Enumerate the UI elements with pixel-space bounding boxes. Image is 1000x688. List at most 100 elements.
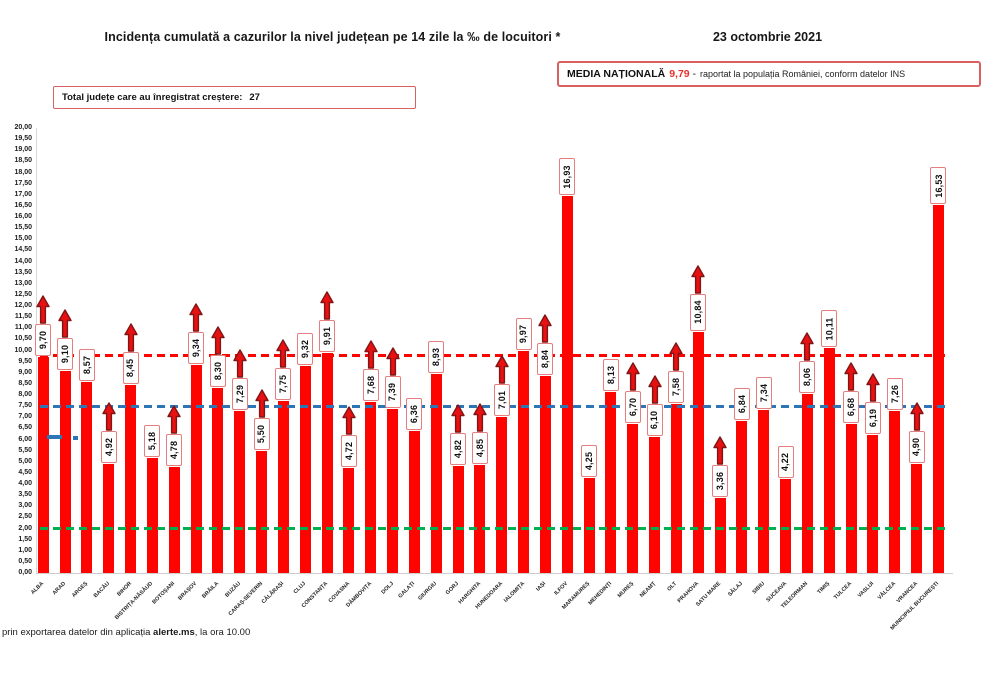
bar [692,331,704,573]
bar [845,424,857,573]
increase-arrow-icon [102,401,116,431]
national-average-box: MEDIA NAȚIONALĂ 9,79 - raportat la popul… [557,61,981,87]
bar-value-label: 8,30 [209,355,226,388]
growth-counties-box: Total județe care au înregistrat creșter… [53,86,416,109]
increase-arrow-icon [320,290,334,320]
footer-note-app-name: alerte.ms [153,627,195,638]
increase-arrow-icon [36,295,50,324]
y-axis-tick-label: 12,50 [14,290,32,298]
bar [867,435,879,573]
y-axis-tick-label: 4,00 [18,480,32,487]
bar-value-text: 7,01 [496,390,507,410]
y-axis-tick-label: 15,50 [14,224,32,232]
y-axis-tick-label: 4,50 [18,468,32,476]
bar [125,384,137,573]
bar [496,417,508,573]
bar-value-label: 7,39 [384,375,401,408]
bar-value-label: 6,19 [864,402,881,435]
y-axis-tick-label: 6,00 [18,435,32,443]
bar [605,392,617,573]
bar-value-text: 8,93 [431,348,442,367]
footer-note-prefix: prin exportarea datelor din aplicația [2,627,154,638]
x-axis-label-text: IALOMIȚA [502,580,526,604]
bar [758,409,770,573]
y-axis-tick-label: 12,00 [14,302,32,309]
bar-value-text: 7,68 [365,375,376,395]
y-axis-tick-label: 11,00 [14,324,32,332]
increase-arrow-icon [844,362,858,392]
bar-value-text: 9,70 [38,331,49,350]
increase-arrow-icon [866,373,880,402]
increase-arrow-icon [495,355,509,384]
x-axis-label-text: GALAȚI [397,580,417,600]
x-axis-label-text: BOTOȘANI [151,580,177,606]
bar [430,374,442,573]
bar-value-label: 4,90 [908,430,925,463]
bar-value-label: 4,92 [100,430,117,463]
bar [256,450,268,573]
bar-value-text: 8,30 [212,362,223,381]
bar-value-label: 7,01 [493,384,510,417]
y-axis-tick-label: 13,00 [14,279,32,287]
x-axis-label-text: CĂLĂRAȘI [261,580,286,606]
x-axis-label-text: BIHOR [115,580,133,598]
x-axis-label-text: SIBIU [751,580,766,596]
bar-value-label: 5,50 [253,417,270,450]
bar-value-label: 9,97 [515,318,532,351]
increase-arrow-icon [167,404,181,434]
increase-arrow-icon [342,406,356,435]
bar-value-text: 4,82 [453,439,464,458]
y-axis-tick-label: 3,00 [18,502,32,510]
bar [146,457,158,573]
bar-value-text: 9,34 [191,339,202,358]
report-date: 23 octombrie 2021 [712,30,823,44]
bar-value-label: 10,11 [821,310,838,348]
bar-value-label: 4,78 [166,433,183,466]
bar-value-label: 6,68 [843,391,859,424]
bar [365,402,377,573]
bar-value-label: 16,53 [930,167,947,205]
bar-value-text: 5,50 [256,424,267,443]
y-axis-tick-label: 10,00 [14,346,32,354]
bar [518,351,530,573]
bar [37,357,49,573]
bar-value-text: 8,45 [125,358,136,378]
y-axis-tick-label: 6,50 [18,424,32,432]
y-axis-tick-label: 2,00 [18,524,32,532]
footer-note-suffix: , la ora 10.00 [194,627,251,638]
bar-value-label: 8,13 [602,359,619,392]
reference-line-prag-verde [40,527,948,530]
bar [561,196,573,573]
increase-arrow-icon [364,340,378,369]
bar [627,423,639,573]
growth-counties-count: 27 [249,92,260,103]
bar [408,431,420,573]
x-axis-label-text: CLUJ [292,580,308,596]
bar [780,479,792,573]
x-axis-label-text: IAȘI [535,580,548,593]
y-axis-tick-label: 1,00 [18,546,32,554]
x-axis-label-text: GORJ [444,580,461,597]
y-axis-tick-label: 16,50 [14,201,32,209]
bar [823,348,835,573]
bar-value-text: 6,84 [736,394,747,413]
growth-counties-label: Total județe care au înregistrat creșter… [62,92,243,103]
bar-value-text: 4,25 [584,452,595,471]
x-axis-line [36,573,953,574]
bar [81,382,93,573]
y-axis-tick-label: 18,00 [14,168,32,176]
increase-arrow-icon [123,323,138,352]
bar-value-text: 9,32 [300,339,311,358]
bar-value-text: 16,53 [933,173,944,198]
increase-arrow-icon [254,388,269,418]
bar-value-label: 8,84 [537,343,554,376]
bar [649,437,661,573]
y-axis-tick-label: 7,00 [18,413,32,421]
increase-arrow-icon [909,402,924,431]
increase-arrow-icon [538,314,553,343]
national-average-label: MEDIA NAȚIONALĂ [567,68,666,80]
bar [714,498,726,573]
bar [212,388,224,573]
